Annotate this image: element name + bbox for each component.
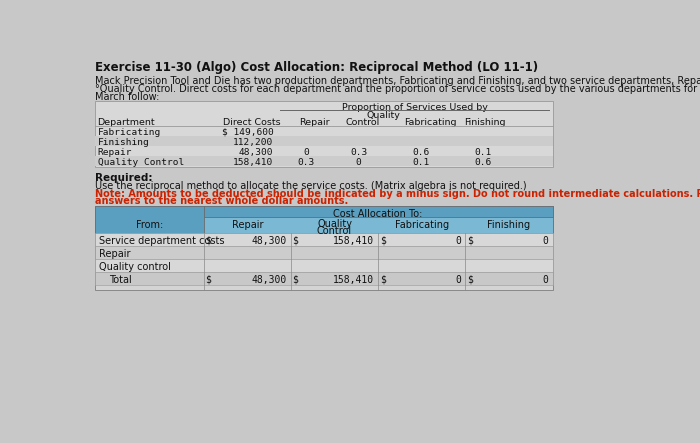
Text: Department: Department [97,118,155,127]
Text: 48,300: 48,300 [239,148,274,157]
Text: $: $ [205,236,211,246]
Text: 0.1: 0.1 [412,158,429,167]
Text: Cost Allocation To:: Cost Allocation To: [333,209,423,219]
Text: Quality control: Quality control [99,262,171,272]
Bar [95,101,552,167]
Text: $: $ [467,236,473,246]
Bar [95,246,552,259]
Text: Proportion of Services Used by: Proportion of Services Used by [342,103,487,112]
Text: Required:: Required: [95,173,153,183]
Text: Repair: Repair [97,148,132,157]
Text: $: $ [293,236,298,246]
Text: 0: 0 [542,236,549,246]
Text: 0.6: 0.6 [412,148,429,157]
Text: $: $ [205,275,211,285]
Bar [204,217,552,233]
Bar [95,206,552,290]
Bar [95,272,552,285]
Text: Use the reciprocal method to allocate the service costs. (Matrix algebra is not : Use the reciprocal method to allocate th… [95,181,527,191]
Text: Control: Control [346,118,380,127]
Text: Repair: Repair [299,118,330,127]
Text: Finishing: Finishing [97,138,149,147]
Text: Repair: Repair [232,220,263,230]
Bar [95,136,552,146]
Text: Control: Control [317,225,352,236]
Text: 0: 0 [542,275,549,285]
Text: $: $ [293,275,298,285]
Text: Fabricating: Fabricating [97,128,161,137]
Text: 48,300: 48,300 [252,275,287,285]
Text: Exercise 11-30 (Algo) Cost Allocation: Reciprocal Method (LO 11-1): Exercise 11-30 (Algo) Cost Allocation: R… [95,61,538,74]
Text: °Quality Control. Direct costs for each department and the proportion of service: °Quality Control. Direct costs for each … [95,84,700,94]
Text: $: $ [379,236,386,246]
Text: Fabricating: Fabricating [404,118,456,127]
Bar [204,206,552,217]
Text: Quality Control: Quality Control [97,158,184,167]
Text: Quality: Quality [317,219,352,229]
Text: 158,410: 158,410 [233,158,274,167]
Text: 158,410: 158,410 [333,236,374,246]
Text: Finishing: Finishing [487,220,531,230]
Text: 0: 0 [356,158,362,167]
Text: From:: From: [136,220,163,230]
Text: answers to the nearest whole dollar amounts.: answers to the nearest whole dollar amou… [95,196,349,206]
Text: 0: 0 [456,236,461,246]
Text: 0: 0 [456,275,461,285]
Bar [95,259,552,272]
Text: 158,410: 158,410 [333,275,374,285]
Text: 0.6: 0.6 [474,158,491,167]
Text: 0.3: 0.3 [350,148,368,157]
Text: $: $ [467,275,473,285]
Text: Direct Costs: Direct Costs [223,118,281,127]
Bar [95,156,552,167]
Text: March follow:: March follow: [95,92,160,101]
Bar [95,233,552,246]
Text: 112,200: 112,200 [233,138,274,147]
Text: Quality: Quality [367,111,400,120]
Text: 0.1: 0.1 [474,148,491,157]
Text: Mack Precision Tool and Die has two production departments, Fabricating and Fini: Mack Precision Tool and Die has two prod… [95,76,700,86]
Text: Note: Amounts to be deducted should be indicated by a minus sign. Do not round i: Note: Amounts to be deducted should be i… [95,189,700,198]
Text: Repair: Repair [99,249,131,259]
Text: 0: 0 [303,148,309,157]
Text: Finishing: Finishing [464,118,505,127]
Text: Service department costs: Service department costs [99,236,225,246]
Text: $ 149,600: $ 149,600 [222,128,274,137]
Text: 0.3: 0.3 [298,158,315,167]
Text: Total: Total [109,275,132,285]
Text: 48,300: 48,300 [252,236,287,246]
Text: Fabricating: Fabricating [395,220,449,230]
Text: $: $ [379,275,386,285]
Bar [95,206,204,233]
